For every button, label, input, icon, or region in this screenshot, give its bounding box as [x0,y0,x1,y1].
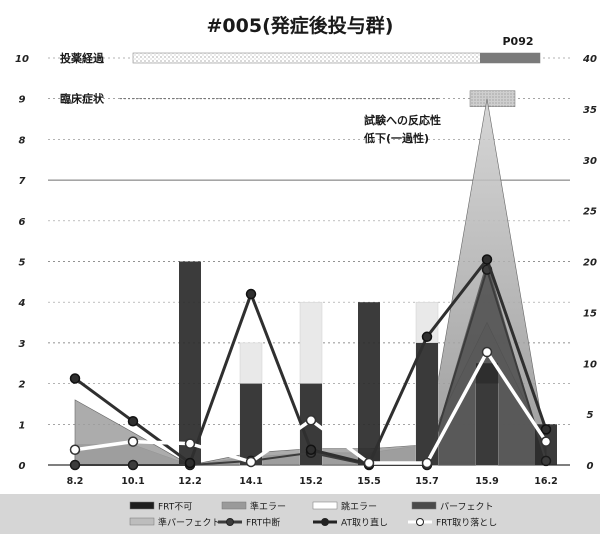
y-right-tick-label: 40 [582,54,597,65]
point [129,437,138,446]
y-left-tick-label: 1 [19,420,26,431]
legend-label: 準パーフェクト [158,517,220,529]
x-tick-label: 12.2 [178,476,201,487]
y-right-tick-label: 20 [583,258,597,269]
x-tick-label: 15.5 [357,476,380,487]
point [365,458,374,467]
point [542,437,551,446]
chart-title: #005(発症後投与群) [207,14,394,37]
band-label-clinical: 臨床症状 [60,92,105,106]
annotation-line-2: 低下(一過性) [363,131,429,145]
annotation-line-1: 試験への反応性 [364,113,441,127]
point [247,290,256,299]
legend-swatch-marker [227,519,234,526]
point [71,374,80,383]
point [129,417,138,426]
x-tick-label: 15.9 [475,476,498,487]
legend-swatch [222,502,246,509]
point [307,416,316,425]
bar [476,363,498,465]
y-right-tick-label: 10 [583,359,597,370]
legend-label: AT取り直し [341,517,388,529]
y-right-tick-label: 25 [583,207,597,218]
legend-swatch-marker [417,519,424,526]
y-left-tick-label: 2 [19,380,26,391]
y-left-tick-label: 5 [19,258,26,269]
x-axis: 8.2 10.1 12.2 14.1 15.2 15.5 15.7 15.9 16.2 [67,476,558,487]
legend-swatch [412,502,436,509]
legend-label: パーフェクト [440,502,493,513]
x-tick-label: 8.2 [67,476,84,487]
x-tick-label: 15.2 [299,476,322,487]
point [483,348,492,357]
band-end-label: P092 [502,35,533,48]
band-label-dosing: 投薬経過 [60,51,105,65]
bar [358,302,380,465]
x-tick-label: 10.1 [121,476,144,487]
y-right-tick-label: 35 [583,105,597,116]
legend-label: FRT中断 [246,517,280,529]
legend-swatch [313,502,337,509]
point [307,445,316,454]
y-left-tick-label: 9 [19,95,26,106]
legend-label: FRT不可 [158,502,192,513]
legend-label: 準エラー [250,501,286,513]
point [423,458,432,467]
point [542,425,551,434]
legend-swatch [130,518,154,525]
point [542,456,551,465]
y-left-tick-label: 3 [19,339,26,350]
x-tick-label: 16.2 [534,476,557,487]
band-dosing-course [133,53,540,63]
bar [240,384,262,465]
bar [179,262,201,466]
y-left-tick-label: 4 [18,298,26,309]
x-tick-label: 15.7 [415,476,438,487]
point [247,457,256,466]
x-tick-label: 14.1 [239,476,262,487]
y-left-tick-label: 6 [19,217,26,228]
y-axis-right: 0 5 10 15 20 25 30 35 40 [582,54,597,472]
point [483,255,492,264]
bands: 投薬経過 P092 臨床症状 [60,35,540,107]
point [186,439,195,448]
y-right-tick-label: 5 [587,410,594,421]
point [186,458,195,467]
y-right-tick-label: 30 [583,156,597,167]
point [129,461,138,470]
legend-label: 跳エラー [341,501,377,513]
legend-background [0,494,600,534]
point [71,445,80,454]
y-right-tick-label: 0 [587,461,594,472]
y-left-tick-label: 7 [19,176,26,187]
y-axis-left: 0 1 2 3 4 5 6 7 8 9 10 [15,54,29,472]
legend-label: FRT取り落とし [436,517,497,529]
point [423,332,432,341]
legend-swatch-marker [322,519,329,526]
y-left-tick-label: 0 [19,461,26,472]
y-right-tick-label: 15 [583,308,597,319]
band-clinical-mark [470,91,515,107]
band-dosing-course-end [480,53,540,63]
point [71,461,80,470]
y-left-tick-label: 8 [19,135,26,146]
y-left-tick-label: 10 [15,54,29,65]
legend-swatch [130,502,154,509]
